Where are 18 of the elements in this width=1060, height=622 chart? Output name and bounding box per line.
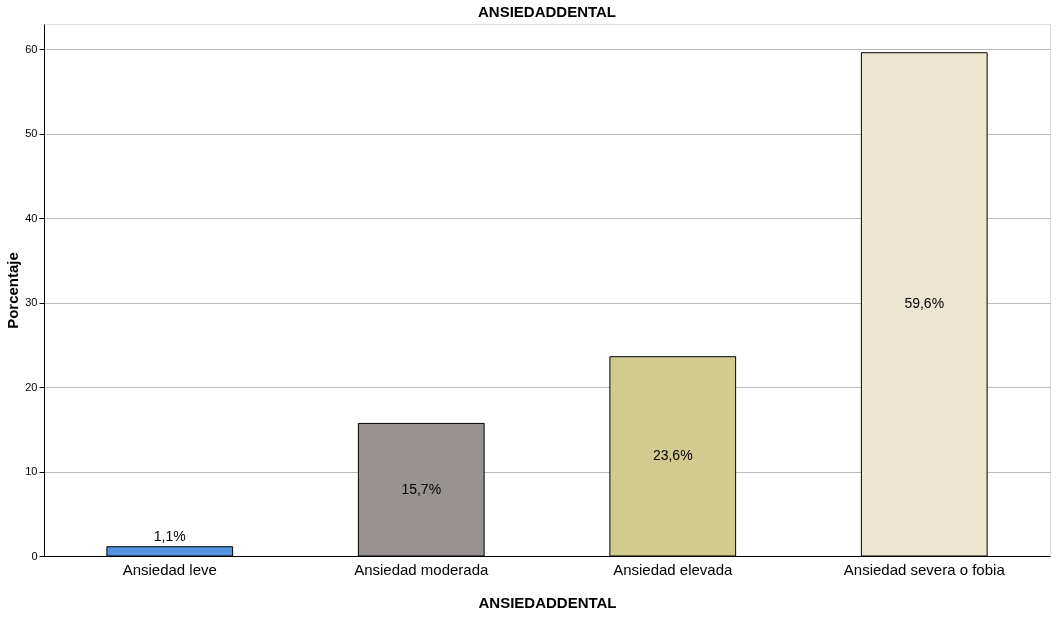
- y-tick-label: 10: [25, 465, 38, 478]
- y-axis-title: Porcentaje: [4, 252, 22, 329]
- x-tick-label: Ansiedad elevada: [613, 560, 734, 578]
- y-tick-label: 30: [25, 296, 38, 309]
- x-tick-label: Ansiedad severa o fobia: [843, 560, 1006, 578]
- y-tick-label: 0: [31, 549, 38, 562]
- chart-title: ANSIEDADDENTAL: [477, 3, 617, 20]
- x-tick-label: Ansiedad leve: [122, 560, 217, 578]
- y-tick-label: 50: [25, 127, 38, 140]
- x-axis-title: ANSIEDADDENTAL: [478, 593, 617, 611]
- data-label: 23,6%: [652, 447, 693, 464]
- data-label: 15,7%: [401, 480, 442, 497]
- x-tick-label: Ansiedad moderada: [354, 560, 490, 578]
- y-tick-label: 40: [25, 211, 38, 224]
- data-label: 59,6%: [904, 295, 945, 312]
- data-label: 1,1%: [153, 527, 186, 544]
- y-tick-label: 20: [25, 380, 38, 393]
- y-tick-label: 60: [25, 42, 38, 55]
